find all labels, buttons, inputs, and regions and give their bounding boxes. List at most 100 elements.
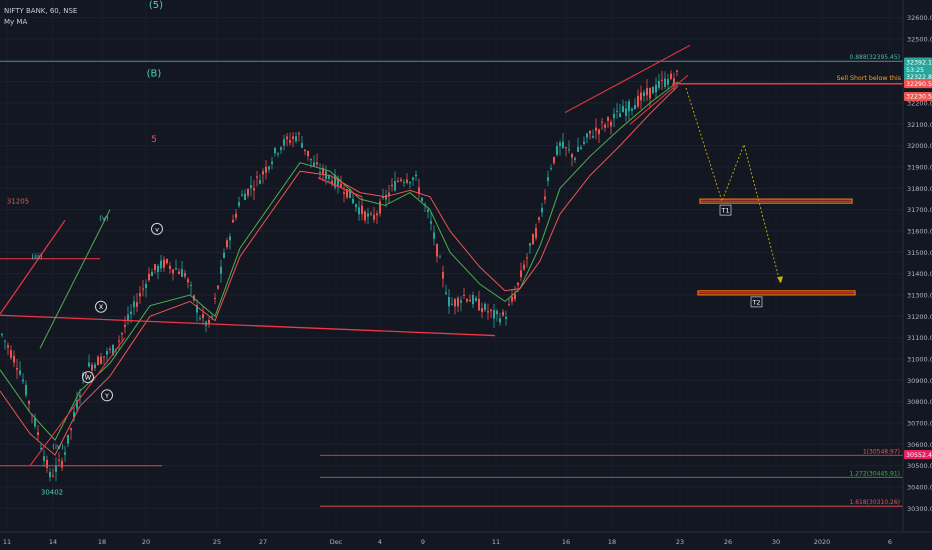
chart-legend: NIFTY BANK, 60, NSE My MA [4,6,77,28]
candle-body [451,303,453,305]
candle-body [538,217,540,220]
candle-body [178,271,180,275]
candle-body [604,124,606,128]
candle-body [64,452,66,455]
candle-body [391,184,393,186]
y-tick-label: 31800.00 [907,185,932,193]
candle-body [547,177,549,181]
candle-body [550,168,552,170]
candle-body [235,213,237,218]
candle-body [28,401,30,404]
y-tick-label: 31500.00 [907,249,932,257]
candle-body [676,70,678,72]
candle-body [472,295,474,305]
x-tick-label: 20 [142,538,150,546]
candle-body [532,234,534,245]
candle-body [670,73,672,80]
candle-body [607,117,609,121]
grid [0,17,903,509]
candle-body [217,285,219,289]
candle-body [517,282,519,285]
y-tick-label: 32200.00 [907,99,932,107]
candle-body [214,297,216,300]
y-tick-label: 31900.00 [907,163,932,171]
candle-body [403,181,405,183]
wave-label-circle [101,389,113,402]
candle-body [436,244,438,257]
candle-body [157,265,159,273]
candle-body [502,311,504,316]
target-label: T1 [720,207,729,215]
candle-body [487,311,489,313]
y-tick-label: 32000.00 [907,142,932,150]
candle-body [127,314,129,322]
wave-label: (5) [149,0,163,11]
y-tick-label: 30800.00 [907,398,932,406]
candle-body [4,340,6,342]
fib-level-label: 1.618(30310.26) [850,499,901,506]
projected-path-arrow [777,276,783,284]
candle-body [301,143,303,148]
candle-body [7,345,9,348]
candle-body [226,240,228,248]
candle-body [67,434,69,444]
y-tick-label: 30500.00 [907,462,932,470]
candle-body [316,162,318,165]
price-label-box [904,91,932,101]
candle-body [427,209,429,212]
candle-body [289,140,291,143]
candle-body [361,205,363,214]
candle-body [253,188,255,191]
wave-label-circle [151,222,163,235]
candle-body [19,370,21,375]
price-label-box [904,72,932,82]
candle-body [460,300,462,303]
x-tick-label: 11 [3,538,11,546]
candle-body [370,213,372,215]
candle-body [265,166,267,173]
candle-body [112,344,114,356]
candle-body [52,475,54,477]
wave-label: X [99,303,104,311]
price-label: 32290.50 [906,81,932,88]
candle-body [400,179,402,181]
candle-body [307,150,309,157]
y-tick-label: 30300.00 [907,505,932,513]
candle-body [298,133,300,135]
candle-body [73,411,75,418]
candle-body [172,269,174,274]
price-label-box [904,57,932,67]
y-tick-label: 31000.00 [907,356,932,364]
candle-body [439,256,441,258]
candle-body [145,283,147,288]
candle-body [367,213,369,217]
candle-body [595,127,597,131]
candle-body [514,294,516,300]
x-tick-label: 18 [608,538,616,546]
candle-body [484,303,486,311]
moving-averages [0,81,679,456]
candle-body [22,379,24,382]
candle-body [313,162,315,167]
candle-body [499,318,501,323]
candle-body [280,147,282,151]
candle-body [70,428,72,431]
x-tick-label: 4 [378,538,382,546]
symbol-title: NIFTY BANK, 60, NSE [4,7,78,15]
x-tick-label: 16 [562,538,570,546]
candle-body [124,324,126,328]
candle-body [577,146,579,152]
candle-body [331,180,333,185]
candle-body [658,81,660,88]
candle-body [643,92,645,97]
fib-level-label: 1(30548.97) [863,448,900,455]
candle-body [511,296,513,302]
candle-body [571,153,573,158]
candle-body [292,136,294,139]
candle-body [97,356,99,366]
candle-body [442,272,444,279]
candle-body [496,310,498,315]
candle-body [10,350,12,358]
candle-body [319,171,321,174]
